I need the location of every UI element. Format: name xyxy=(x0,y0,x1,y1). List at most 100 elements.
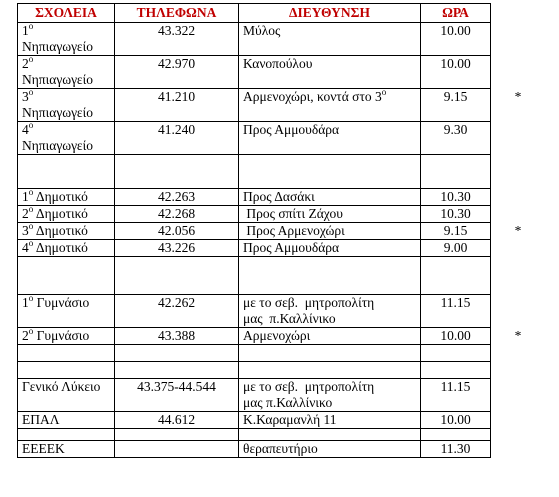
school-name: Δημοτικό xyxy=(35,189,88,205)
time-cell: 10.00 xyxy=(420,327,491,345)
school-cell: 4ο Δημοτικό xyxy=(17,239,115,257)
school-cell: 3ο Δημοτικό xyxy=(17,222,115,240)
school-name: Νηπιαγωγείο xyxy=(22,105,93,120)
school-name: Γυμνάσιο xyxy=(36,295,90,311)
mark-cell xyxy=(491,379,546,412)
address-cell: Αρμενοχώρι, κοντά στο 3ο xyxy=(238,88,421,122)
phone-cell: 42.263 xyxy=(114,188,239,206)
ordinal-sup: ο xyxy=(28,55,34,64)
address-line-1: με το σεβ. μητροπολίτη xyxy=(243,295,375,311)
school-cell: 2ο Δημοτικό xyxy=(17,205,115,223)
school-name: Γυμνάσιο xyxy=(36,328,90,344)
phone-cell: 43.322 xyxy=(114,22,239,56)
table-row: 2ο Νηπιαγωγείο 42.970 Κανοπούλου 10.00 xyxy=(17,55,546,89)
table-row: Γενικό Λύκειο 43.375-44.544 με το σεβ. μ… xyxy=(17,378,546,412)
ordinal-sup: ο xyxy=(28,327,34,336)
phone-cell: 42.262 xyxy=(114,294,239,328)
phone-cell: 43.388 xyxy=(114,327,239,345)
address-cell: θεραπευτήριο xyxy=(238,440,421,458)
address-cell: Αρμενοχώρι xyxy=(238,327,421,345)
school-cell: 3ο Νηπιαγωγείο xyxy=(17,88,115,122)
phone-cell: 43.226 xyxy=(114,239,239,257)
header-address: ΔΙΕΥΘΥΝΣΗ xyxy=(238,3,421,23)
table-row: 4ο Δημοτικό 43.226 Προς Αμμουδάρα 9.00 xyxy=(17,239,546,257)
mark-cell xyxy=(491,240,546,257)
phone-cell: 42.970 xyxy=(114,55,239,89)
mark-cell: * xyxy=(514,88,522,104)
address-cell: με το σεβ. μητροπολίτη μας π.Καλλίνικο xyxy=(238,294,421,328)
table-row: 4ο Νηπιαγωγείο 41.240 Προς Αμμουδάρα 9.30 xyxy=(17,121,546,155)
school-number: 3 xyxy=(22,89,29,105)
address-cell: Προς Αμμουδάρα xyxy=(238,239,421,257)
table-row: 2ο Γυμνάσιο 43.388 Αρμενοχώρι 10.00 * xyxy=(17,327,546,345)
header-mark-cell xyxy=(491,4,546,23)
table-row: 1ο Νηπιαγωγείο 43.322 Μύλος 10.00 xyxy=(17,22,546,56)
address-text: Αρμενοχώρι, κοντά στο 3 xyxy=(243,89,382,105)
address-line-2: μας π.Καλλίνικο xyxy=(243,311,336,326)
address-cell: Κανοπούλου xyxy=(238,55,421,89)
time-cell: 10.00 xyxy=(420,411,491,429)
mark-cell xyxy=(491,189,546,206)
phone-cell: 43.375-44.544 xyxy=(114,378,239,412)
mark-cell xyxy=(491,23,546,56)
time-cell: 11.30 xyxy=(420,440,491,458)
table-row: 3ο Νηπιαγωγείο 41.210 Αρμενοχώρι, κοντά σ… xyxy=(17,88,546,122)
table-row: ΕΠΑΛ 44.612 Κ.Καραμανλή 11 10.00 xyxy=(17,411,546,429)
school-number: 4 xyxy=(22,240,29,256)
mark-cell: * xyxy=(514,327,522,343)
time-cell: 9.00 xyxy=(420,239,491,257)
school-cell: Γενικό Λύκειο xyxy=(17,378,115,412)
phone-cell xyxy=(114,440,239,458)
school-name: Νηπιαγωγείο xyxy=(22,138,93,153)
ordinal-sup: ο xyxy=(28,22,34,31)
school-name: Νηπιαγωγείο xyxy=(22,72,93,87)
ordinal-sup: ο xyxy=(28,222,34,231)
time-cell: 9.15 xyxy=(420,222,491,240)
address-cell: Προς σπίτι Ζάχου xyxy=(238,205,421,223)
school-number: 3 xyxy=(22,223,29,239)
mark-cell xyxy=(491,56,546,89)
school-number: 2 xyxy=(22,56,29,72)
ordinal-sup: ο xyxy=(28,121,34,130)
time-cell: 10.00 xyxy=(420,55,491,89)
address-cell: Προς Αμμουδάρα xyxy=(238,121,421,155)
school-cell: 4ο Νηπιαγωγείο xyxy=(17,121,115,155)
time-cell: 11.15 xyxy=(420,294,491,328)
school-cell: 2ο Νηπιαγωγείο xyxy=(17,55,115,89)
time-cell: 10.30 xyxy=(420,188,491,206)
school-name: Δημοτικό xyxy=(35,223,88,239)
phone-cell: 41.210 xyxy=(114,88,239,122)
header-phone: ΤΗΛΕΦΩΝΑ xyxy=(114,3,239,23)
school-cell: ΕΠΑΛ xyxy=(17,411,115,429)
ordinal-sup: ο xyxy=(28,205,34,214)
schedule-table: ΣΧΟΛΕΙΑ ΤΗΛΕΦΩΝΑ ΔΙΕΥΘΥΝΣΗ ΩΡΑ 1ο Νηπιαγω… xyxy=(17,3,546,458)
phone-cell: 41.240 xyxy=(114,121,239,155)
table-row: 1ο Δημοτικό 42.263 Προς Δασάκι 10.30 xyxy=(17,188,546,206)
phone-cell: 42.056 xyxy=(114,222,239,240)
school-cell: 1ο Νηπιαγωγείο xyxy=(17,22,115,56)
header-school: ΣΧΟΛΕΙΑ xyxy=(17,3,115,23)
school-cell: ΕΕΕΕΚ xyxy=(17,440,115,458)
ordinal-sup: ο xyxy=(381,88,387,97)
school-number: 1 xyxy=(22,189,29,205)
table-row: 3ο Δημοτικό 42.056 Προς Αρμενοχώρι 9.15 … xyxy=(17,222,546,240)
table-row: 1ο Γυμνάσιο 42.262 με το σεβ. μητροπολίτ… xyxy=(17,294,546,328)
mark-cell xyxy=(491,122,546,155)
school-name: Δημοτικό xyxy=(35,206,88,222)
school-number: 4 xyxy=(22,122,29,138)
school-number: 2 xyxy=(22,206,29,222)
school-cell: 2ο Γυμνάσιο xyxy=(17,327,115,345)
empty-row xyxy=(17,256,546,295)
time-cell: 9.30 xyxy=(420,121,491,155)
school-number: 2 xyxy=(22,328,29,344)
empty-row xyxy=(17,154,546,189)
address-line-1: με το σεβ. μητροπολίτη xyxy=(243,379,375,395)
table-row: 2ο Δημοτικό 42.268 Προς σπίτι Ζάχου 10.3… xyxy=(17,205,546,223)
ordinal-sup: ο xyxy=(28,88,34,97)
mark-cell xyxy=(491,295,546,328)
address-cell: με το σεβ. μητροπολίτη μας π.Καλλίνικο xyxy=(238,378,421,412)
time-cell: 9.15 xyxy=(420,88,491,122)
school-name: Δημοτικό xyxy=(35,240,88,256)
time-cell: 10.30 xyxy=(420,205,491,223)
mark-cell xyxy=(491,206,546,223)
